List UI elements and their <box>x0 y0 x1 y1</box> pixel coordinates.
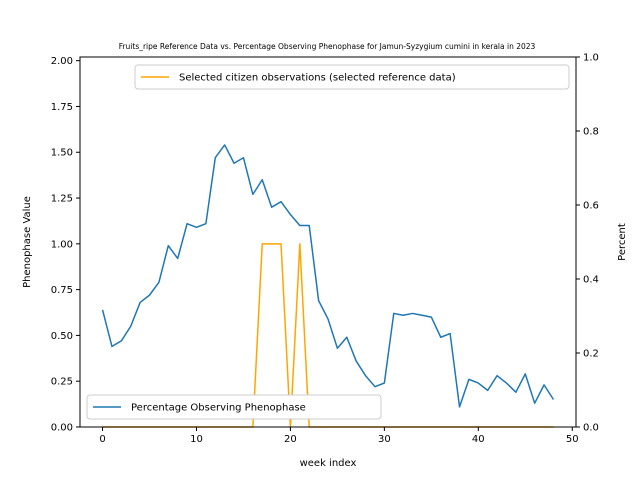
y-right-tick-label: 0.8 <box>583 127 599 138</box>
legend-citizen-observations: Selected citizen observations (selected … <box>134 64 570 90</box>
legend-box <box>134 64 570 90</box>
y-right-tick-label: 0.6 <box>583 201 599 212</box>
y-right-tick-label: 0.0 <box>583 423 599 434</box>
y-right-tick-label: 0.4 <box>583 275 599 286</box>
x-tick-label: 50 <box>566 434 579 445</box>
y-right-tick-label: 1.0 <box>583 53 599 64</box>
y-right-tick-label: 0.2 <box>583 349 599 360</box>
y-left-tick-label: 2.00 <box>51 56 73 67</box>
y-left-tick-label: 0.75 <box>51 285 73 296</box>
y-left-tick-label: 0.25 <box>51 377 73 388</box>
legend-box <box>86 394 382 420</box>
legend-label-percentage-observing: Percentage Observing Phenophase <box>131 403 306 414</box>
x-axis-label: week index <box>300 458 357 469</box>
y-axis-left: 0.00 0.25 0.50 0.75 1.00 1.25 1.50 1.75 2.00 <box>51 56 80 434</box>
y-left-tick-label: 1.25 <box>51 194 73 205</box>
y-left-tick-label: 0.50 <box>51 331 73 342</box>
x-tick-label: 20 <box>284 434 297 445</box>
x-tick-label: 30 <box>378 434 391 445</box>
y-left-tick-label: 1.75 <box>51 102 73 113</box>
x-axis: 0 10 20 30 40 50 <box>99 427 579 445</box>
y-left-tick-label: 1.50 <box>51 148 73 159</box>
y-left-tick-label: 1.00 <box>51 239 73 250</box>
x-tick-label: 0 <box>99 434 105 445</box>
y-axis-left-label: Phenophase Value <box>22 196 33 288</box>
series-line-percentage-observing <box>101 144 555 408</box>
legend-label-citizen-observations: Selected citizen observations (selected … <box>179 73 456 84</box>
chart-title: Fruits_ripe Reference Data vs. Percentag… <box>119 42 536 51</box>
series-layer <box>101 144 555 428</box>
x-tick-label: 10 <box>190 434 203 445</box>
y-axis-right-label: Percent <box>617 223 628 261</box>
legend-percentage-observing: Percentage Observing Phenophase <box>86 394 382 420</box>
y-left-tick-label: 0.00 <box>51 423 73 434</box>
y-axis-right: 0.0 0.2 0.4 0.6 0.8 1.0 <box>576 53 599 434</box>
plot-frame <box>79 56 577 428</box>
x-tick-label: 40 <box>472 434 485 445</box>
